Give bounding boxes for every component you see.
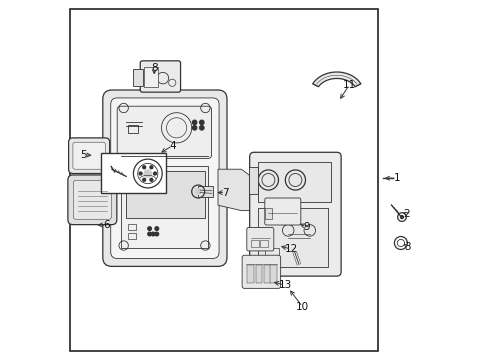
Text: 5: 5 <box>80 150 87 160</box>
FancyBboxPatch shape <box>140 61 180 92</box>
Text: 3: 3 <box>404 242 410 252</box>
Bar <box>128 224 136 230</box>
Text: 10: 10 <box>296 302 309 312</box>
Bar <box>258 162 331 202</box>
Polygon shape <box>218 169 267 211</box>
Circle shape <box>144 169 152 178</box>
FancyBboxPatch shape <box>111 98 219 258</box>
Bar <box>247 265 254 283</box>
Circle shape <box>143 166 146 169</box>
Circle shape <box>199 126 204 130</box>
Bar <box>133 69 144 86</box>
Bar <box>251 240 259 247</box>
FancyBboxPatch shape <box>117 106 212 158</box>
Bar <box>126 171 205 218</box>
Text: 2: 2 <box>404 209 410 219</box>
FancyBboxPatch shape <box>74 180 111 219</box>
FancyBboxPatch shape <box>265 198 301 225</box>
Text: 4: 4 <box>169 141 175 151</box>
Circle shape <box>199 120 204 125</box>
FancyBboxPatch shape <box>103 90 227 266</box>
Text: 8: 8 <box>151 63 158 73</box>
Text: 6: 6 <box>103 220 110 230</box>
Circle shape <box>143 178 146 181</box>
Circle shape <box>150 178 153 181</box>
Bar <box>260 240 268 247</box>
Circle shape <box>195 188 202 195</box>
Circle shape <box>193 120 197 125</box>
Circle shape <box>400 215 404 219</box>
Bar <box>270 265 277 283</box>
Text: 13: 13 <box>279 280 292 290</box>
FancyBboxPatch shape <box>250 152 341 276</box>
Bar <box>265 265 271 283</box>
Text: 1: 1 <box>393 173 400 183</box>
Circle shape <box>193 126 197 130</box>
Bar <box>265 208 272 219</box>
Bar <box>71 9 378 351</box>
Circle shape <box>153 172 156 175</box>
Bar <box>144 67 158 87</box>
Circle shape <box>155 227 159 230</box>
FancyBboxPatch shape <box>247 228 274 251</box>
FancyBboxPatch shape <box>69 138 110 174</box>
Circle shape <box>139 172 142 175</box>
Bar <box>258 208 328 267</box>
Bar <box>198 186 213 197</box>
Circle shape <box>148 232 151 236</box>
Circle shape <box>151 232 155 236</box>
Circle shape <box>148 227 151 230</box>
Bar <box>248 167 258 194</box>
Text: 9: 9 <box>303 222 310 232</box>
Bar <box>128 233 136 239</box>
Text: 7: 7 <box>222 188 228 198</box>
FancyBboxPatch shape <box>242 255 281 288</box>
Polygon shape <box>313 72 361 87</box>
Bar <box>121 166 208 248</box>
Bar <box>128 125 138 133</box>
Bar <box>101 153 166 193</box>
Text: 12: 12 <box>285 244 298 254</box>
Circle shape <box>155 232 159 236</box>
Circle shape <box>150 166 153 169</box>
Text: 11: 11 <box>343 80 356 90</box>
Bar <box>256 265 262 283</box>
FancyBboxPatch shape <box>68 175 117 225</box>
FancyBboxPatch shape <box>73 142 105 169</box>
Bar <box>265 248 279 259</box>
